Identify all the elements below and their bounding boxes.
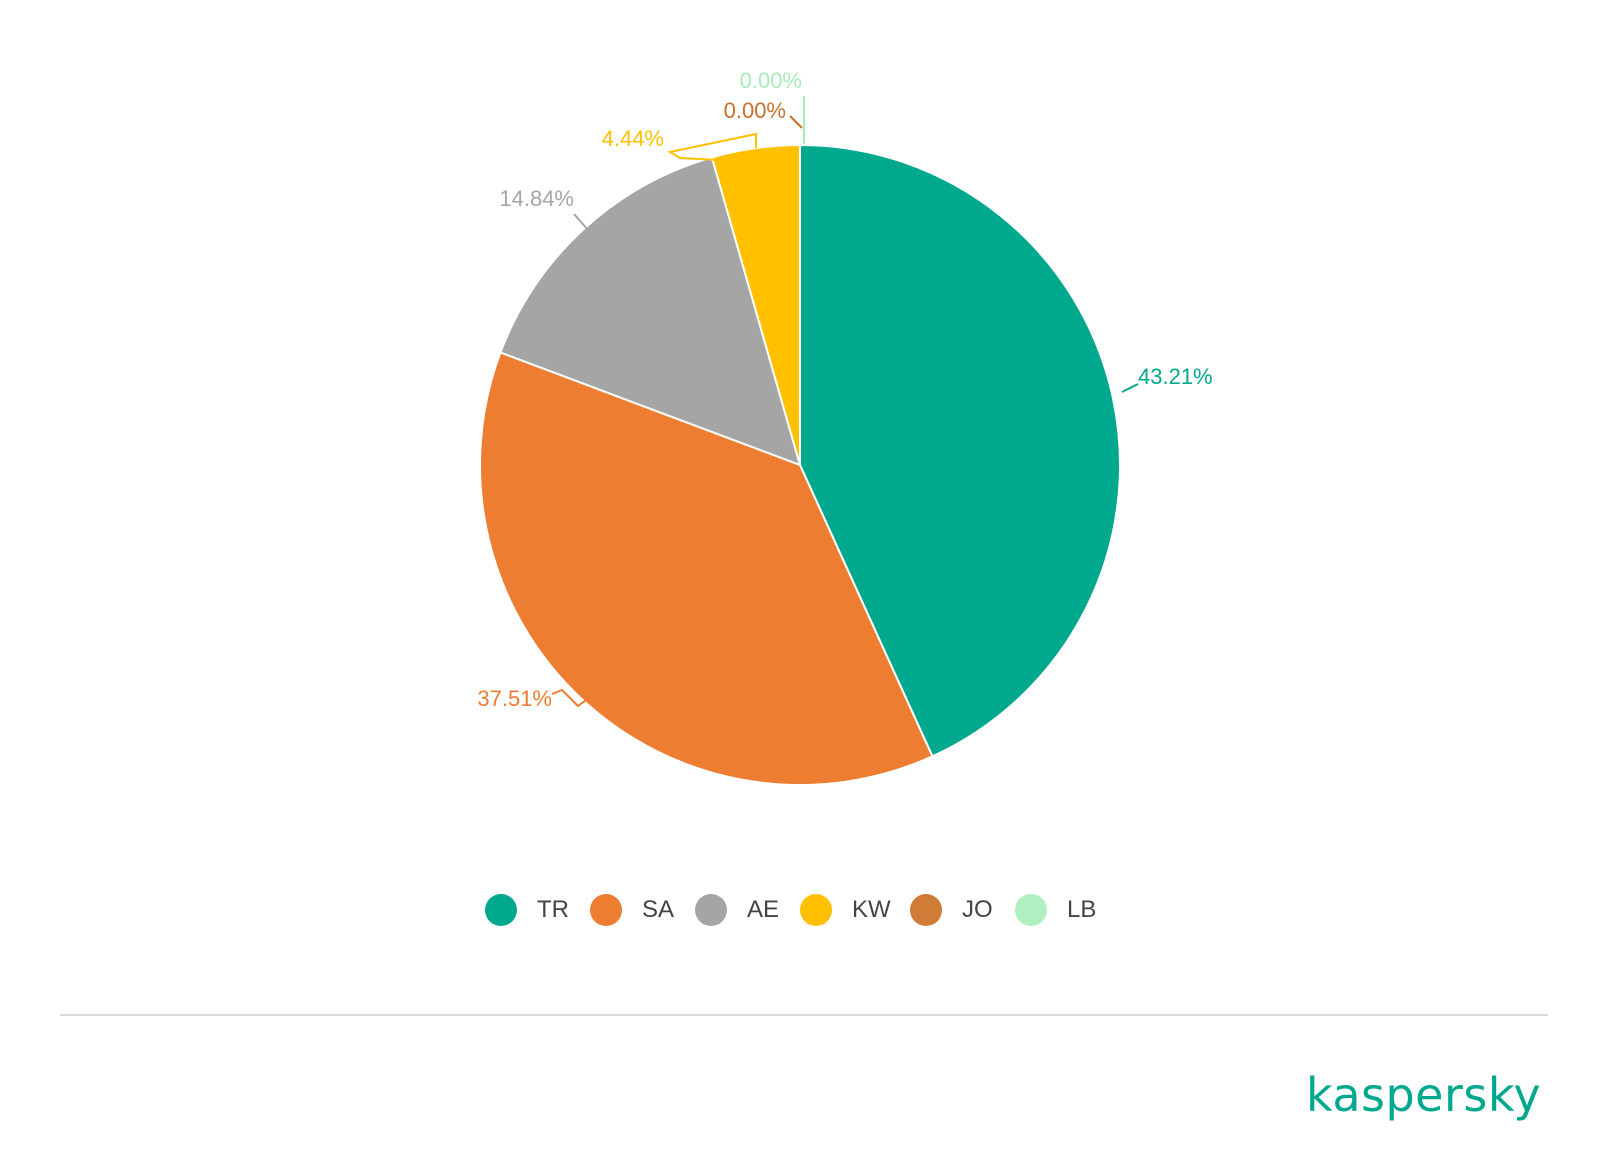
data-label-ae: 14.84% — [499, 186, 574, 211]
legend-swatch-jo — [910, 894, 942, 926]
leader-line-ae — [573, 213, 589, 231]
legend-label-sa: SA — [642, 896, 675, 923]
legend-swatch-ae — [695, 894, 727, 926]
pie-chart: 43.21% 37.51% 14.84% 4.44% 0.00% 0.00% — [477, 68, 1213, 786]
data-label-lb: 0.00% — [740, 68, 802, 93]
data-label-sa: 37.51% — [477, 686, 552, 711]
data-label-kw: 4.44% — [602, 126, 664, 151]
legend-swatch-tr — [485, 894, 517, 926]
leader-line-sa — [551, 688, 587, 708]
leader-line-kw — [667, 132, 757, 161]
legend-swatch-lb — [1015, 894, 1047, 926]
legend-swatch-kw — [800, 894, 832, 926]
pie-slice-sa — [479, 351, 934, 786]
legend-swatch-sa — [590, 894, 622, 926]
data-label-jo: 0.00% — [724, 98, 786, 123]
legend-label-ae: AE — [747, 896, 780, 923]
leader-line-tr — [1121, 383, 1139, 393]
data-label-tr: 43.21% — [1138, 364, 1213, 389]
legend-label-tr: TR — [537, 896, 569, 923]
legend-label-jo: JO — [962, 896, 993, 923]
legend-label-kw: KW — [852, 896, 891, 923]
pie-slice-tr — [799, 143, 1121, 758]
divider — [60, 1014, 1548, 1016]
legend: TR SA AE KW JO LB — [0, 888, 1600, 932]
pie-slices — [479, 143, 1121, 786]
pie-slice-ae — [499, 156, 802, 467]
leader-line-jo — [789, 115, 803, 129]
leader-lines — [551, 96, 1139, 708]
legend-label-lb: LB — [1067, 896, 1097, 923]
kaspersky-logo: kaspersky — [1306, 1068, 1542, 1122]
data-labels: 43.21% 37.51% 14.84% 4.44% 0.00% 0.00% — [477, 68, 1212, 711]
